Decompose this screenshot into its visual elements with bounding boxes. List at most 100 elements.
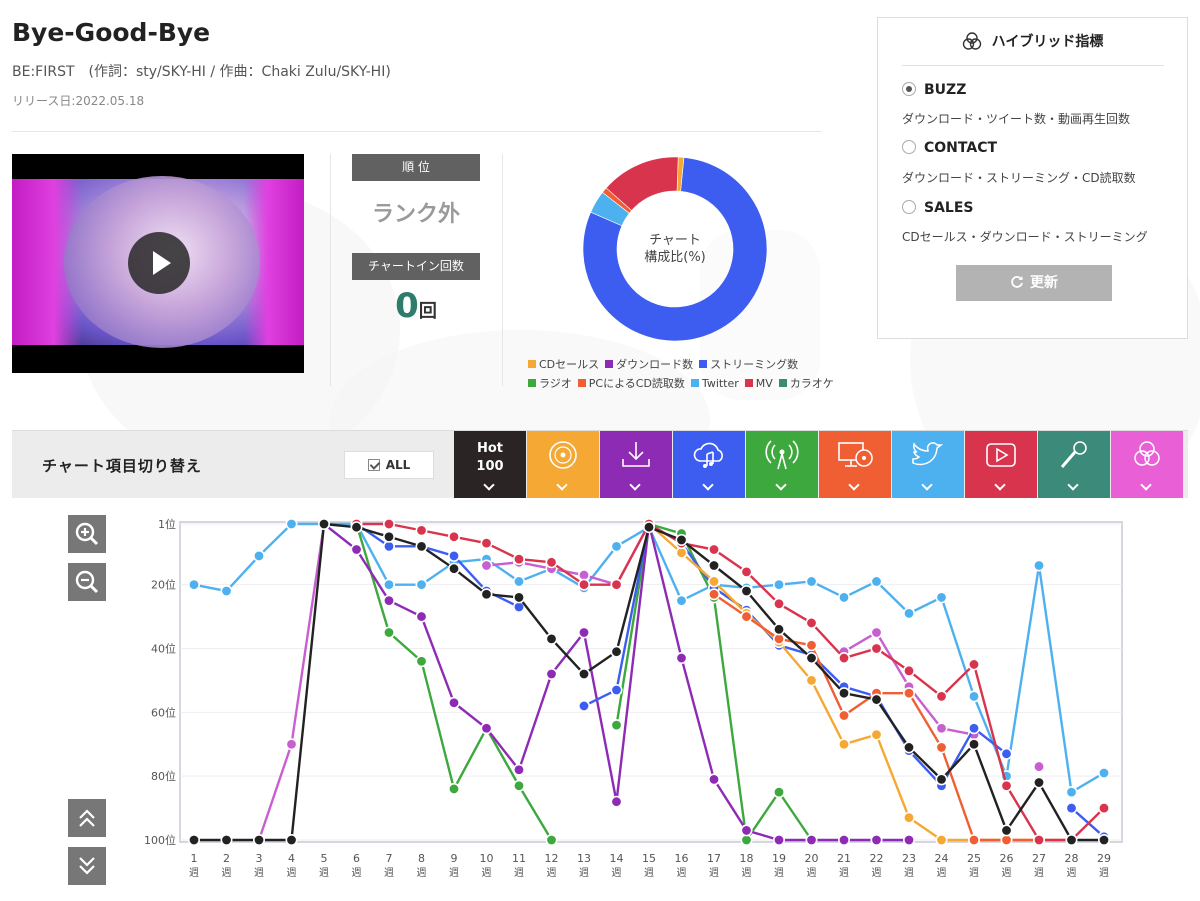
data-point[interactable] xyxy=(805,575,818,588)
data-point[interactable] xyxy=(415,540,428,553)
data-point[interactable] xyxy=(382,594,395,607)
data-point[interactable] xyxy=(610,540,623,553)
data-point[interactable] xyxy=(935,833,948,846)
data-point[interactable] xyxy=(512,763,525,776)
data-point[interactable] xyxy=(447,562,460,575)
data-point[interactable] xyxy=(935,690,948,703)
data-point[interactable] xyxy=(675,652,688,665)
data-point[interactable] xyxy=(382,517,395,530)
data-point[interactable] xyxy=(220,833,233,846)
data-point[interactable] xyxy=(805,674,818,687)
data-point[interactable] xyxy=(415,655,428,668)
data-point[interactable] xyxy=(772,597,785,610)
data-point[interactable] xyxy=(837,709,850,722)
data-point[interactable] xyxy=(382,530,395,543)
data-point[interactable] xyxy=(805,616,818,629)
option-sales[interactable]: SALES xyxy=(902,200,974,216)
data-point[interactable] xyxy=(740,585,753,598)
radio-contact[interactable] xyxy=(902,140,916,154)
data-point[interactable] xyxy=(870,833,883,846)
zoom-out-button[interactable] xyxy=(68,563,106,601)
data-point[interactable] xyxy=(902,664,915,677)
data-point[interactable] xyxy=(415,578,428,591)
data-point[interactable] xyxy=(805,652,818,665)
data-point[interactable] xyxy=(545,668,558,681)
data-point[interactable] xyxy=(220,585,233,598)
radio-sales[interactable] xyxy=(902,200,916,214)
tab-pc-cd-read[interactable] xyxy=(819,431,891,499)
data-point[interactable] xyxy=(512,575,525,588)
data-point[interactable] xyxy=(447,782,460,795)
data-point[interactable] xyxy=(805,639,818,652)
all-toggle[interactable]: ALL xyxy=(344,451,434,479)
data-point[interactable] xyxy=(545,632,558,645)
data-point[interactable] xyxy=(707,588,720,601)
data-point[interactable] xyxy=(870,642,883,655)
data-point[interactable] xyxy=(837,687,850,700)
data-point[interactable] xyxy=(285,517,298,530)
data-point[interactable] xyxy=(512,553,525,566)
data-point[interactable] xyxy=(382,626,395,639)
data-point[interactable] xyxy=(610,683,623,696)
data-point[interactable] xyxy=(967,658,980,671)
zoom-in-button[interactable] xyxy=(68,515,106,553)
data-point[interactable] xyxy=(1032,559,1045,572)
data-point[interactable] xyxy=(707,543,720,556)
data-point[interactable] xyxy=(1098,802,1111,815)
data-point[interactable] xyxy=(253,549,266,562)
tab-radio[interactable] xyxy=(746,431,818,499)
data-point[interactable] xyxy=(837,833,850,846)
data-point[interactable] xyxy=(772,623,785,636)
data-point[interactable] xyxy=(870,728,883,741)
data-point[interactable] xyxy=(1000,824,1013,837)
data-point[interactable] xyxy=(350,521,363,534)
data-point[interactable] xyxy=(1000,747,1013,760)
data-point[interactable] xyxy=(480,537,493,550)
checkbox-icon[interactable] xyxy=(367,459,380,471)
data-point[interactable] xyxy=(512,591,525,604)
data-point[interactable] xyxy=(902,741,915,754)
data-point[interactable] xyxy=(772,578,785,591)
tab-karaoke[interactable] xyxy=(1038,431,1110,499)
scroll-down-button[interactable] xyxy=(68,847,106,885)
data-point[interactable] xyxy=(870,575,883,588)
data-point[interactable] xyxy=(447,530,460,543)
data-point[interactable] xyxy=(415,610,428,623)
data-point[interactable] xyxy=(935,591,948,604)
data-point[interactable] xyxy=(707,773,720,786)
data-point[interactable] xyxy=(577,578,590,591)
tab-streaming[interactable] xyxy=(673,431,745,499)
data-point[interactable] xyxy=(1098,766,1111,779)
radio-buzz[interactable] xyxy=(902,82,916,96)
data-point[interactable] xyxy=(902,687,915,700)
data-point[interactable] xyxy=(480,588,493,601)
data-point[interactable] xyxy=(317,517,330,530)
data-point[interactable] xyxy=(545,556,558,569)
data-point[interactable] xyxy=(967,690,980,703)
data-point[interactable] xyxy=(642,521,655,534)
data-point[interactable] xyxy=(837,652,850,665)
data-point[interactable] xyxy=(870,626,883,639)
data-point[interactable] xyxy=(967,738,980,751)
refresh-button[interactable]: 更新 xyxy=(956,265,1112,301)
tab-mv[interactable] xyxy=(965,431,1037,499)
data-point[interactable] xyxy=(967,722,980,735)
tab-hybrid[interactable] xyxy=(1111,431,1183,499)
data-point[interactable] xyxy=(480,722,493,735)
data-point[interactable] xyxy=(675,533,688,546)
tab-download[interactable] xyxy=(600,431,672,499)
video-player[interactable] xyxy=(12,154,304,373)
data-point[interactable] xyxy=(1032,833,1045,846)
data-point[interactable] xyxy=(188,833,201,846)
data-point[interactable] xyxy=(1065,833,1078,846)
data-point[interactable] xyxy=(1032,760,1045,773)
data-point[interactable] xyxy=(480,559,493,572)
data-point[interactable] xyxy=(577,626,590,639)
data-point[interactable] xyxy=(285,833,298,846)
data-point[interactable] xyxy=(545,833,558,846)
data-point[interactable] xyxy=(935,722,948,735)
data-point[interactable] xyxy=(935,741,948,754)
data-point[interactable] xyxy=(610,719,623,732)
data-point[interactable] xyxy=(870,693,883,706)
data-point[interactable] xyxy=(1065,802,1078,815)
